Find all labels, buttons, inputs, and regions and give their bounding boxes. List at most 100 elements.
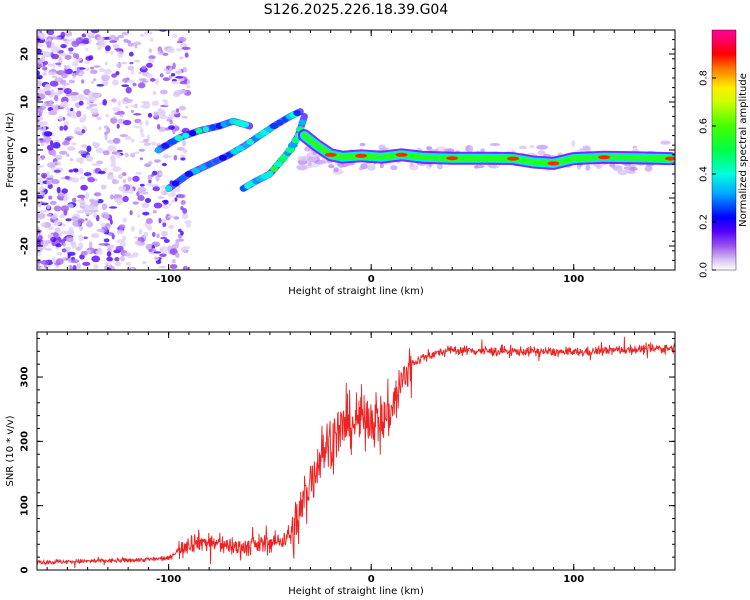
noise-speckle <box>76 66 80 74</box>
noise-speckle <box>180 206 184 211</box>
ridge-haze <box>328 164 335 169</box>
noise-speckle <box>177 89 187 94</box>
noise-speckle <box>122 235 127 242</box>
noise-speckle <box>48 111 58 116</box>
noise-speckle <box>43 131 53 137</box>
noise-speckle <box>62 141 70 146</box>
noise-speckle <box>53 205 62 212</box>
noise-speckle <box>110 50 114 55</box>
noise-speckle <box>171 259 176 264</box>
y-tick-label: -20 <box>20 237 31 255</box>
noise-speckle <box>37 63 42 69</box>
noise-speckle <box>46 204 51 210</box>
noise-speckle <box>81 33 87 38</box>
y-tick-label: 20 <box>20 47 31 61</box>
ridge-haze <box>390 165 398 171</box>
noise-speckle <box>144 198 152 203</box>
noise-speckle <box>179 56 184 60</box>
noise-speckle <box>173 154 178 161</box>
ridge-blob <box>209 124 217 131</box>
noise-speckle <box>102 99 107 106</box>
noise-speckle <box>136 191 140 197</box>
noise-speckle <box>105 45 111 52</box>
noise-speckle <box>167 215 176 219</box>
noise-speckle <box>116 123 120 129</box>
noise-speckle <box>71 142 77 146</box>
ridge-haze <box>366 164 376 171</box>
noise-speckle <box>163 68 169 72</box>
noise-speckle <box>137 82 146 89</box>
noise-speckle <box>71 40 80 47</box>
noise-speckle <box>59 213 65 219</box>
noise-speckle <box>92 163 101 167</box>
y-tick-label: 10 <box>20 95 31 109</box>
noise-speckle <box>107 145 116 152</box>
noise-speckle <box>112 79 119 86</box>
x-tick-label: 100 <box>563 274 584 285</box>
noise-speckle <box>170 200 175 203</box>
noise-speckle <box>37 226 40 230</box>
noise-speckle <box>68 226 74 234</box>
noise-speckle <box>49 80 59 87</box>
noise-speckle <box>155 78 160 85</box>
noise-speckle <box>63 198 68 202</box>
noise-speckle <box>37 232 41 235</box>
noise-speckle <box>141 80 149 83</box>
noise-speckle <box>85 47 89 51</box>
noise-speckle <box>148 58 155 64</box>
noise-speckle <box>96 160 104 165</box>
noise-speckle <box>158 172 163 176</box>
noise-speckle <box>119 242 127 248</box>
y-tick-label: 300 <box>20 367 31 388</box>
noise-speckle <box>100 184 107 190</box>
noise-speckle <box>83 37 89 42</box>
noise-speckle <box>181 212 189 220</box>
noise-speckle <box>73 169 79 173</box>
noise-speckle <box>58 70 66 73</box>
noise-speckle <box>160 189 164 196</box>
noise-speckle <box>37 44 44 47</box>
ridge-haze <box>536 144 548 150</box>
noise-speckle <box>166 65 171 69</box>
ridge-blob <box>269 123 279 129</box>
noise-speckle <box>168 202 172 207</box>
ridge-blob <box>161 142 170 149</box>
noise-speckle <box>60 31 66 38</box>
noise-speckle <box>180 200 186 205</box>
ridge-hotspot <box>664 156 675 161</box>
noise-speckle <box>180 157 186 161</box>
noise-speckle <box>100 222 106 227</box>
noise-speckle <box>133 113 142 116</box>
noise-speckle <box>171 81 179 85</box>
noise-speckle <box>163 199 169 205</box>
colorbar-tick-label: 0.6 <box>699 118 710 134</box>
noise-speckle <box>53 231 59 239</box>
noise-speckle <box>145 73 153 79</box>
ridge-haze <box>489 143 501 146</box>
noise-speckle <box>152 231 156 238</box>
noise-speckle <box>88 241 93 248</box>
noise-speckle <box>43 60 49 65</box>
noise-speckle <box>130 138 135 143</box>
ridge-blob <box>182 132 190 139</box>
noise-speckle <box>78 100 84 106</box>
noise-speckle <box>44 248 53 251</box>
noise-speckle <box>86 32 95 36</box>
snr-frame <box>36 331 676 571</box>
noise-speckle <box>169 75 172 79</box>
noise-speckle <box>81 79 85 84</box>
noise-speckle <box>143 138 150 142</box>
noise-speckle <box>40 222 46 228</box>
noise-speckle <box>80 184 88 191</box>
ridge-haze <box>297 165 308 171</box>
noise-speckle <box>121 172 127 177</box>
noise-speckle <box>140 133 145 138</box>
noise-speckle <box>77 94 85 101</box>
noise-speckle <box>102 167 108 173</box>
noise-speckle <box>152 90 157 96</box>
noise-speckle <box>65 236 74 243</box>
noise-speckle <box>146 134 151 140</box>
noise-speckle <box>42 125 46 132</box>
ridge-blob <box>202 126 210 133</box>
